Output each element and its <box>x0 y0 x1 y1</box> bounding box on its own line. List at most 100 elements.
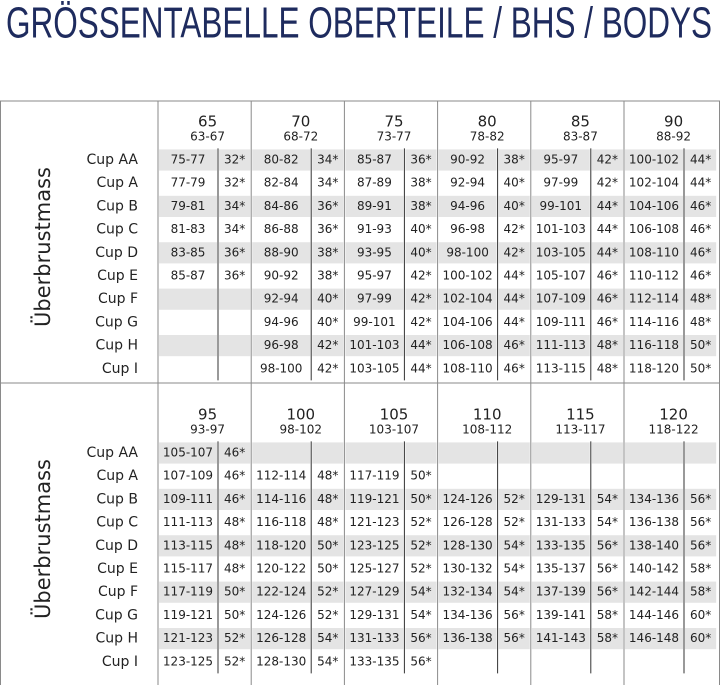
row-shade <box>591 195 623 217</box>
row-shade <box>438 195 497 217</box>
overbust-range: 144-146 <box>629 608 679 622</box>
eu-size: 48* <box>224 515 245 529</box>
eu-size: 48* <box>317 515 338 529</box>
cup-label: Cup G <box>95 607 138 623</box>
overbust-range: 118-120 <box>256 538 306 552</box>
row-shade <box>438 149 497 171</box>
overbust-range: 132-134 <box>443 585 493 599</box>
overbust-range: 85-87 <box>357 153 392 167</box>
eu-size: 36* <box>224 269 245 283</box>
row-shade <box>625 535 683 557</box>
overbust-range: 138-140 <box>629 538 679 552</box>
row-shade <box>531 581 590 603</box>
row-shade <box>438 628 497 650</box>
eu-size: 46* <box>224 469 245 483</box>
eu-size: 54* <box>504 562 525 576</box>
row-shade <box>625 149 683 171</box>
eu-size: 54* <box>504 585 525 599</box>
eu-size: 44* <box>597 245 618 259</box>
eu-size: 42* <box>410 292 431 306</box>
overbust-range: 79-81 <box>171 199 206 213</box>
eu-size: 44* <box>690 153 711 167</box>
row-shade <box>685 335 717 357</box>
eu-size: 54* <box>317 631 338 645</box>
row-shade <box>252 242 311 264</box>
overbust-range: 100-102 <box>443 269 493 283</box>
band-range: 118-122 <box>649 423 699 437</box>
eu-size: 38* <box>410 176 431 190</box>
cup-label: Cup AA <box>86 445 138 461</box>
cup-label: Cup B <box>96 491 138 507</box>
row-shade <box>625 288 683 310</box>
overbust-range: 109-111 <box>536 315 586 329</box>
row-shade <box>159 628 217 650</box>
band-size: 65 <box>198 113 217 131</box>
overbust-range: 98-100 <box>260 361 303 375</box>
row-shade <box>531 442 590 464</box>
eu-size: 48* <box>597 361 618 375</box>
band-size: 90 <box>664 113 683 131</box>
band-range: 63-67 <box>190 130 225 144</box>
row-shade <box>159 242 217 264</box>
overbust-range: 146-148 <box>629 631 679 645</box>
cup-label: Cup E <box>97 561 138 577</box>
row-shade <box>405 242 437 264</box>
band-range: 103-107 <box>369 423 419 437</box>
cup-label: Cup A <box>96 175 138 191</box>
row-shade <box>252 442 311 464</box>
eu-size: 48* <box>224 562 245 576</box>
overbust-range: 116-118 <box>629 338 679 352</box>
eu-size: 52* <box>410 515 431 529</box>
eu-size: 46* <box>690 199 711 213</box>
overbust-range: 128-130 <box>256 654 306 668</box>
overbust-range: 124-126 <box>443 492 493 506</box>
overbust-range: 121-123 <box>163 631 213 645</box>
eu-size: 58* <box>597 608 618 622</box>
row-shade <box>252 581 311 603</box>
overbust-range: 136-138 <box>443 631 493 645</box>
overbust-range: 136-138 <box>629 515 679 529</box>
row-shade <box>591 442 623 464</box>
row-shade <box>312 242 344 264</box>
overbust-range: 91-93 <box>357 222 392 236</box>
eu-size: 36* <box>224 245 245 259</box>
band-size: 85 <box>571 113 590 131</box>
eu-size: 34* <box>317 176 338 190</box>
eu-size: 44* <box>690 176 711 190</box>
eu-size: 56* <box>410 631 431 645</box>
row-shade <box>219 628 251 650</box>
eu-size: 50* <box>410 469 431 483</box>
band-range: 88-92 <box>656 130 691 144</box>
eu-size: 50* <box>690 338 711 352</box>
overbust-range: 109-111 <box>163 492 213 506</box>
row-shade <box>625 442 683 464</box>
overbust-range: 113-115 <box>536 361 586 375</box>
row-shade <box>531 242 590 264</box>
row-shade <box>591 149 623 171</box>
row-shade <box>438 442 497 464</box>
overbust-range: 104-106 <box>443 315 493 329</box>
eu-size: 34* <box>224 199 245 213</box>
row-shade <box>312 335 344 357</box>
band-size: 100 <box>286 406 315 424</box>
overbust-range: 135-137 <box>536 562 586 576</box>
page-title: GRÖSSENTABELLE OBERTEILE / BHS / BODYS <box>6 0 712 48</box>
overbust-range: 115-117 <box>163 562 213 576</box>
overbust-range: 134-136 <box>443 608 493 622</box>
eu-size: 46* <box>690 245 711 259</box>
band-range: 83-87 <box>563 130 598 144</box>
row-shade <box>591 581 623 603</box>
row-shade <box>498 195 530 217</box>
cup-label: Cup D <box>95 245 138 261</box>
row-shade <box>531 288 590 310</box>
overbust-range: 90-92 <box>264 269 299 283</box>
row-shade <box>625 581 683 603</box>
row-shade <box>498 628 530 650</box>
overbust-range: 99-101 <box>540 199 583 213</box>
overbust-range: 142-144 <box>629 585 679 599</box>
eu-size: 56* <box>504 608 525 622</box>
overbust-range: 94-96 <box>264 315 299 329</box>
eu-size: 40* <box>317 315 338 329</box>
row-shade <box>685 288 717 310</box>
band-range: 108-112 <box>462 423 512 437</box>
